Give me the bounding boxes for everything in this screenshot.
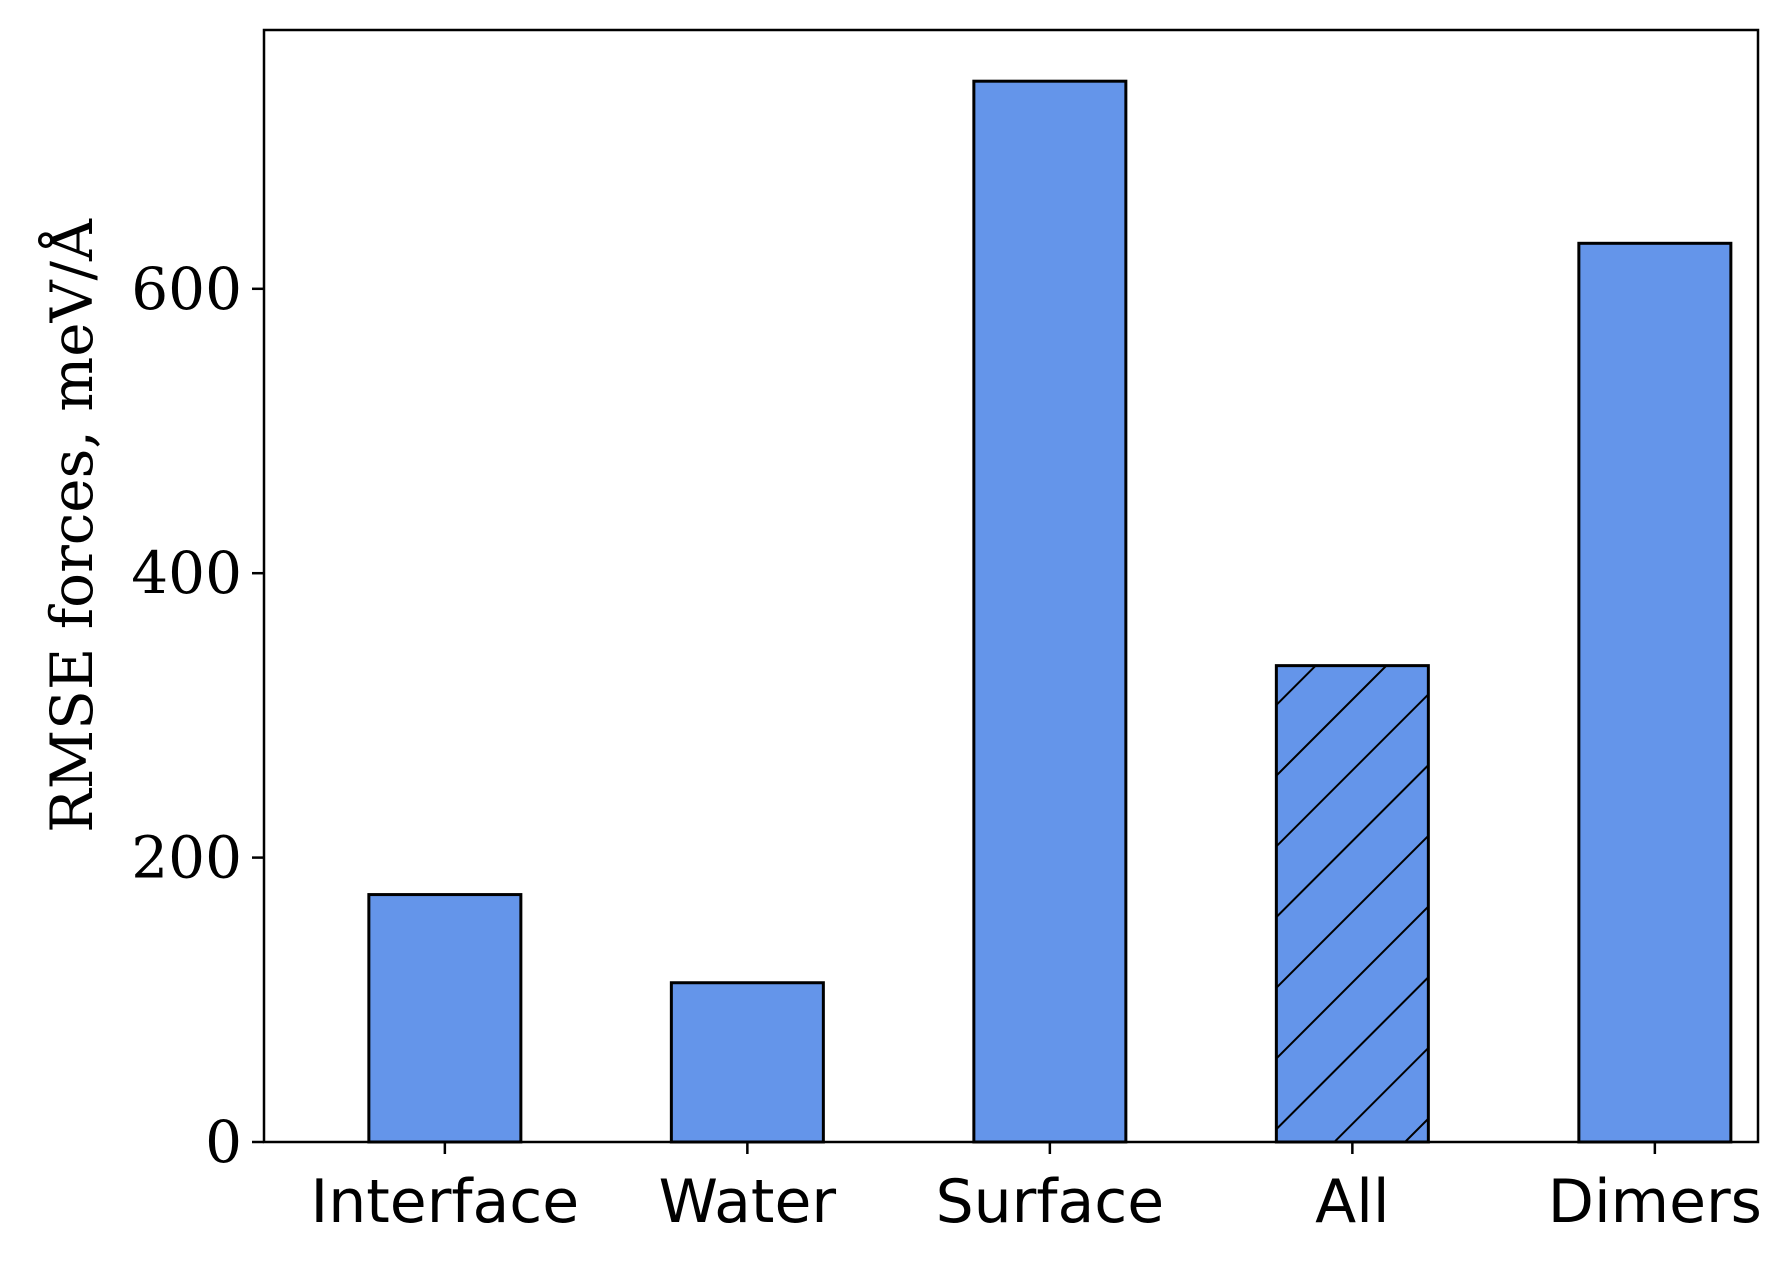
x-axis: Interface Water Surface All Dimers <box>311 1142 1762 1237</box>
bar-interface <box>367 893 523 1144</box>
y-tick-label: 400 <box>131 539 242 607</box>
bars-group <box>367 79 1733 1144</box>
y-axis-label: RMSE forces, meV/Å <box>38 218 106 833</box>
bar-surface <box>972 79 1128 1144</box>
y-tick-label: 0 <box>205 1108 242 1176</box>
bar-dimers <box>1577 241 1733 1144</box>
plot-frame <box>262 28 1760 1144</box>
y-axis: 0 200 400 600 <box>131 255 264 1176</box>
x-tick-label: Dimers <box>1548 1167 1762 1237</box>
y-tick-label: 200 <box>131 824 242 892</box>
x-tick-label: Water <box>659 1167 837 1237</box>
x-tick-label: Interface <box>311 1167 580 1237</box>
x-tick-label: All <box>1315 1167 1389 1237</box>
bar-water <box>669 981 825 1144</box>
y-tick-label: 600 <box>131 255 242 323</box>
x-tick-label: Surface <box>936 1167 1165 1237</box>
bar-all <box>1274 664 1430 1144</box>
